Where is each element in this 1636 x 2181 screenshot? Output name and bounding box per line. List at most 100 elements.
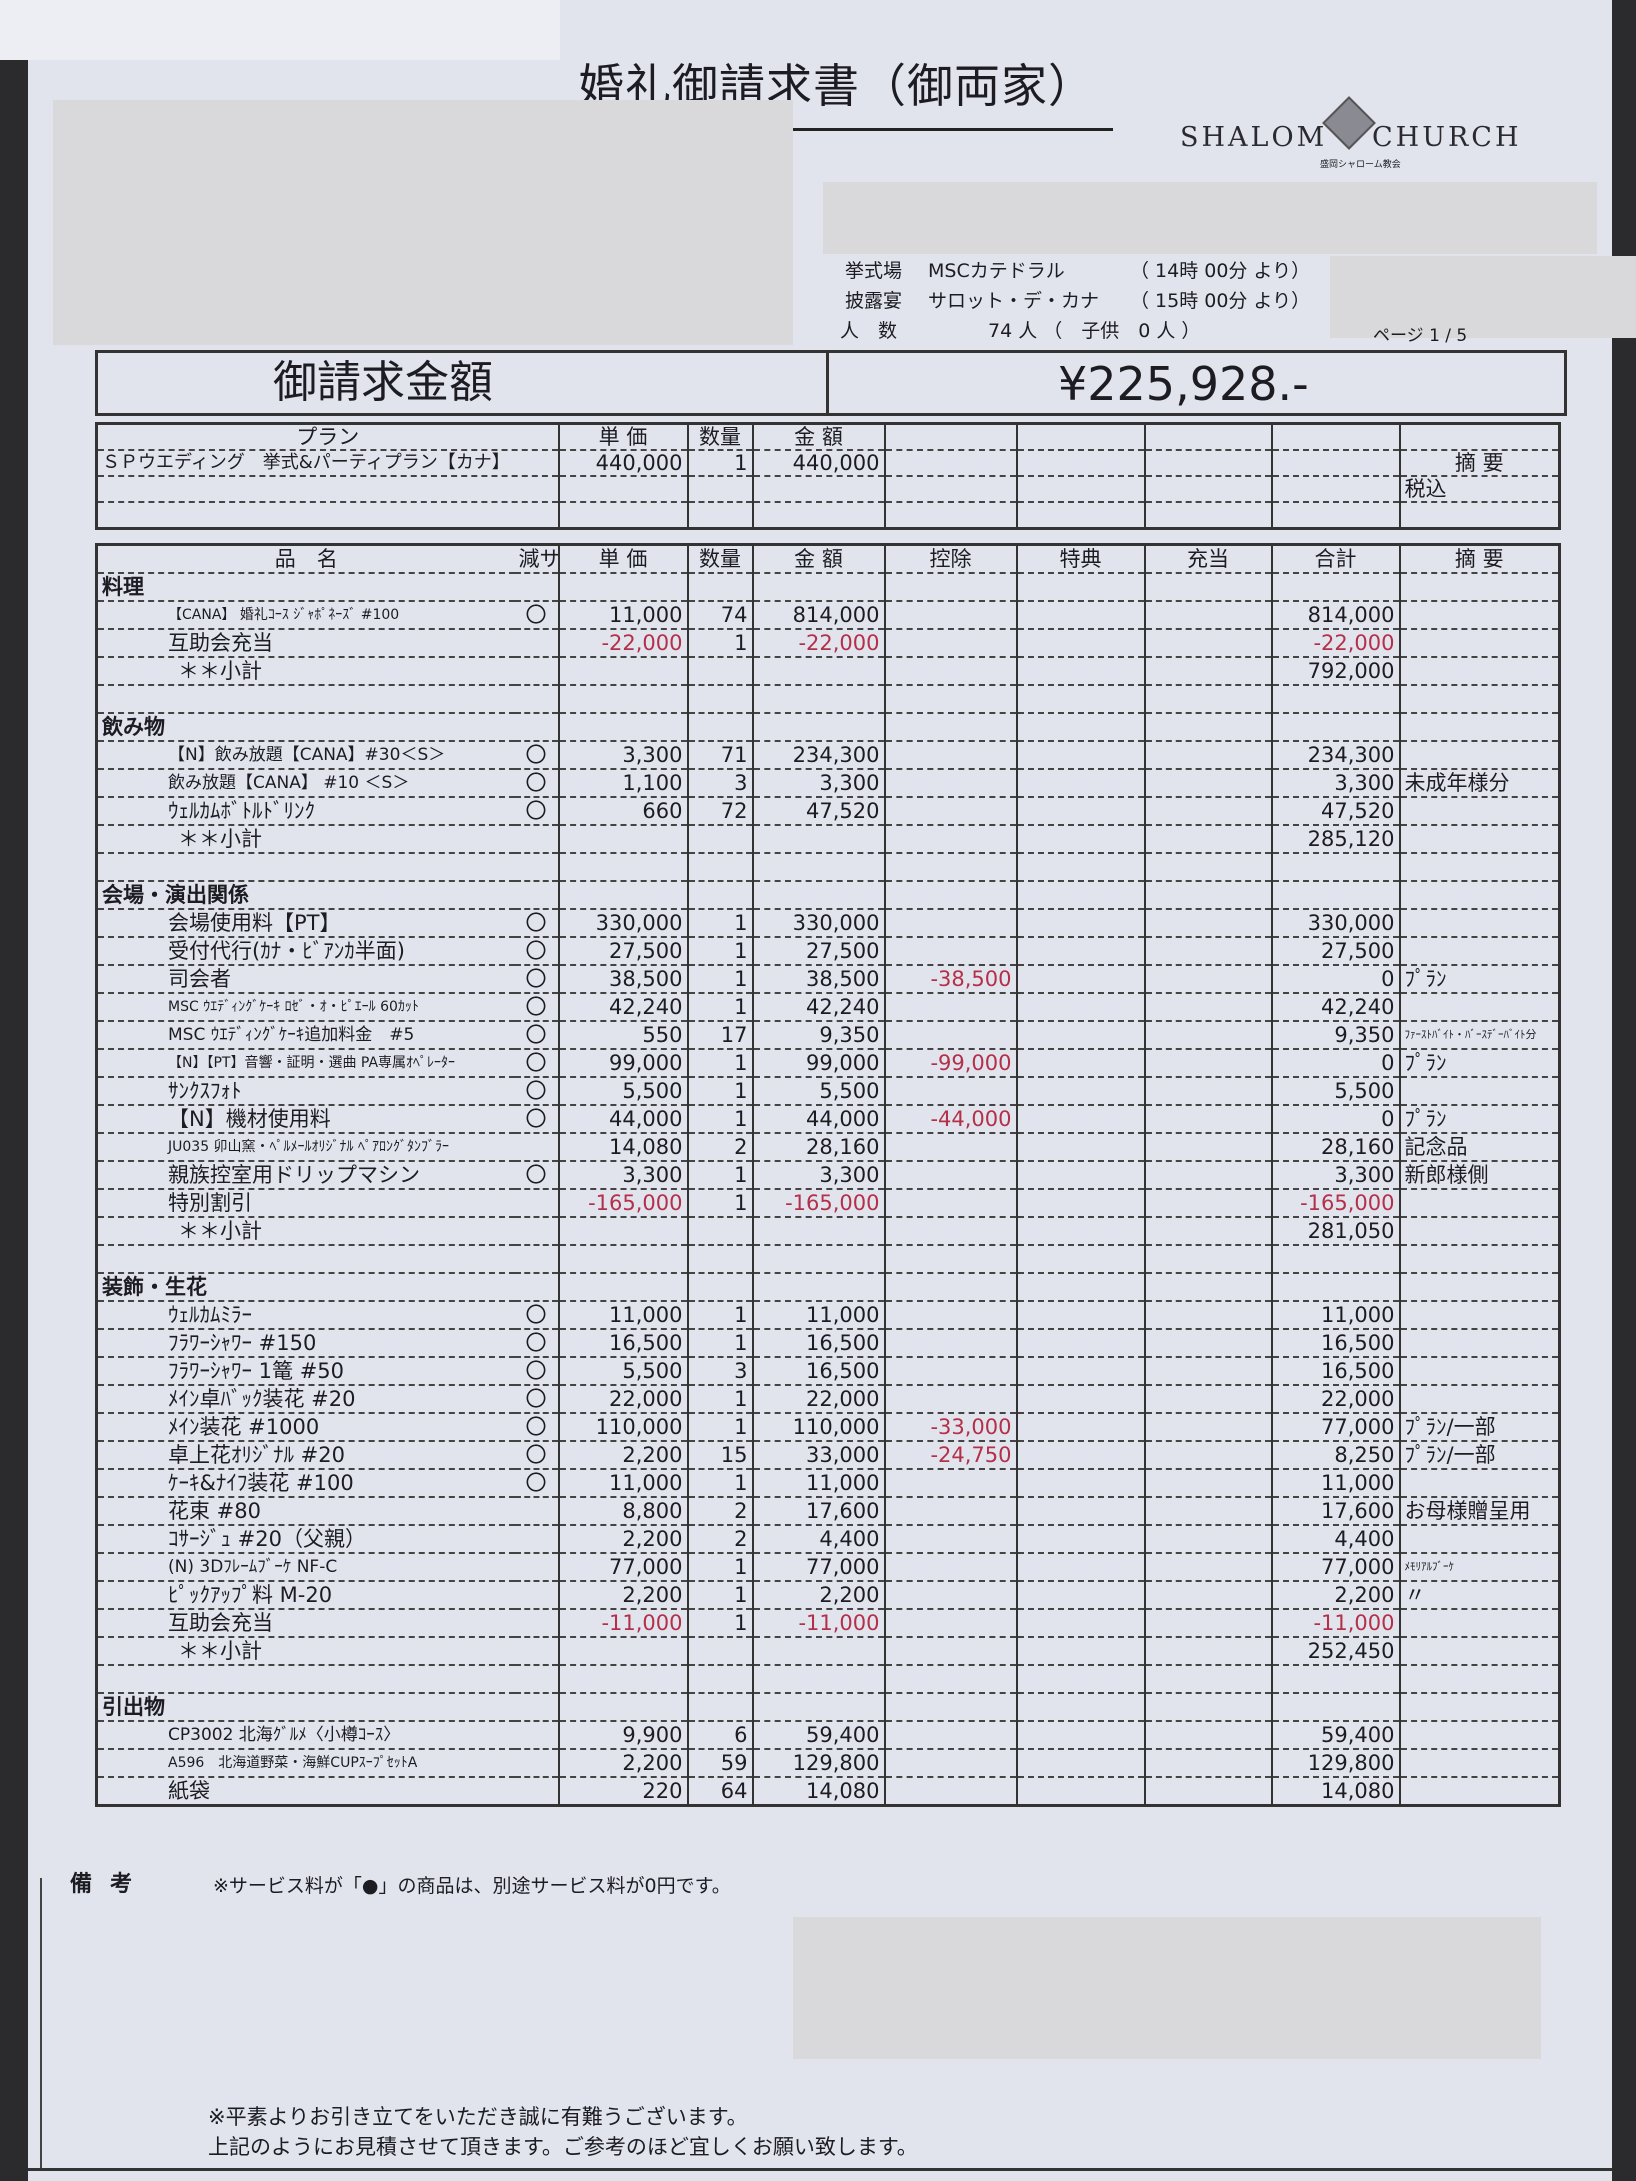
benefit [1015,1469,1145,1498]
item-name: MSC ｳｴﾃﾞｨﾝｸﾞｹｰｷ ﾛｾﾞ・ｵ・ﾋﾟｴｰﾙ 60ｶｯﾄ [95,993,515,1022]
unit-price: 44,000 [557,1105,688,1134]
line-total: 2,200 [1270,1581,1400,1610]
item-note [1398,1385,1560,1414]
benefit [1015,1777,1145,1807]
quantity: 1 [686,1189,753,1218]
deduction [883,1581,1017,1610]
amount: 14,080 [751,1777,885,1807]
empty-cell [514,881,559,910]
empty-cell [1398,1665,1560,1694]
empty-cell [1143,657,1272,686]
unit-price: 1,100 [557,769,688,798]
empty-cell [1398,1273,1560,1302]
unit-price: 2,200 [557,1749,688,1778]
logo-text-right: CHURCH [1372,122,1522,153]
allocation [1143,1385,1272,1414]
item-name: 互助会充当 [95,1609,515,1638]
item-name: ﾌﾗﾜｰｼｬﾜｰ #150 [95,1329,515,1358]
item-name: ﾌﾗﾜｰｼｬﾜｰ 1篭 #50 [95,1357,515,1386]
table-row: CP3002 北海ｸﾞﾙﾒ〈小樽ｺｰｽ〉 9,900 6 59,400 59,400 [95,1721,1560,1750]
deduction: -33,000 [883,1413,1017,1442]
empty-cell [1270,713,1400,742]
amount: 2,200 [751,1581,885,1610]
empty-cell [751,1693,885,1722]
item-name: JU035 卯山窯・ﾍﾟﾙﾒｰﾙｵﾘｼﾞﾅﾙ ﾍﾟｱﾛﾝｸﾞﾀﾝﾌﾞﾗｰ [95,1133,515,1162]
benefit [1015,1385,1145,1414]
item-note [1398,1301,1560,1330]
line-total: 5,500 [1270,1077,1400,1106]
quantity: 1 [686,937,753,966]
line-total: 11,000 [1270,1469,1400,1498]
empty-cell [1398,573,1560,602]
amount-value: ¥225,928.- [1058,357,1309,411]
unit-price: 9,900 [557,1721,688,1750]
table-row: 【N】機材使用料〇 44,000 1 44,000 -44,000 0 ﾌﾟﾗﾝ [95,1105,1560,1134]
amount: -22,000 [751,629,885,658]
amount: 11,000 [751,1301,885,1330]
reception-label: 披露宴 [845,290,903,312]
unit-price: 22,000 [557,1385,688,1414]
unit-price: 3,300 [557,741,688,770]
benefit [1015,1609,1145,1638]
allocation [1143,1441,1272,1470]
empty-cell [1270,1665,1400,1694]
benefit [1015,965,1145,994]
unit-price: -165,000 [557,1189,688,1218]
empty-cell [1270,573,1400,602]
service-mark [514,1749,559,1778]
unit-price: 77,000 [557,1553,688,1582]
benefit [1015,1497,1145,1526]
table-row: ｻﾝｸｽﾌｫﾄ〇 5,500 1 5,500 5,500 [95,1077,1560,1106]
allocation [1143,629,1272,658]
benefit [1015,1301,1145,1330]
empty-cell [883,573,1017,602]
redacted-block [823,182,1597,254]
ceremony-venue: MSCカテドラル [928,260,1065,282]
line-total: 47,520 [1270,797,1400,826]
benefit [1015,1553,1145,1582]
section-title: 飲み物 [95,713,515,742]
deduction [883,1077,1017,1106]
amount: 44,000 [751,1105,885,1134]
quantity: 74 [686,601,753,630]
allocation [1143,601,1272,630]
empty-cell [686,657,753,686]
quantity: 1 [686,1413,753,1442]
quantity: 1 [686,1385,753,1414]
benefit [1015,1525,1145,1554]
empty-cell [557,573,688,602]
item-name: 司会者 [95,965,515,994]
service-mark: 〇 [514,1077,559,1106]
service-mark-header: 減サ [514,544,559,574]
line-total: 16,500 [1270,1329,1400,1358]
empty-cell [883,657,1017,686]
item-note: ﾌｧｰｽﾄﾊﾞｲﾄ・ﾊﾞｰｽﾃﾞｰﾊﾞｲﾄ分 [1398,1021,1560,1050]
item-note: お母様贈呈用 [1398,1497,1560,1526]
line-total: 8,250 [1270,1441,1400,1470]
item-name: ｺｻｰｼﾞｭ #20（父親） [95,1525,515,1554]
table-row: 特別割引 -165,000 1 -165,000 -165,000 [95,1189,1560,1218]
line-total: 9,350 [1270,1021,1400,1050]
empty-cell [514,825,559,854]
item-note [1398,1749,1560,1778]
item-note [1398,797,1560,826]
table-row: 会場使用料【PT】〇 330,000 1 330,000 330,000 [95,909,1560,938]
empty-cell [95,1665,515,1694]
quantity: 1 [686,993,753,1022]
plan-table: プラン 単 価 数量 金 額 ＳＰウエディング 挙式&パーティプラン【カナ】 4… [95,422,1561,530]
empty-cell [751,685,885,714]
allocation [1143,1301,1272,1330]
deduction [883,937,1017,966]
item-note: ﾌﾟﾗﾝ [1398,965,1560,994]
empty-cell [883,1665,1017,1694]
empty-cell [514,1245,559,1274]
item-name: 【N】機材使用料 [95,1105,515,1134]
amount: 234,300 [751,741,885,770]
service-mark: 〇 [514,909,559,938]
empty-cell [686,1245,753,1274]
allocation-header: 充当 [1143,544,1272,574]
benefit [1015,797,1145,826]
empty-cell [1015,825,1145,854]
amount-header: 金 額 [751,423,885,451]
unit-price: 27,500 [557,937,688,966]
